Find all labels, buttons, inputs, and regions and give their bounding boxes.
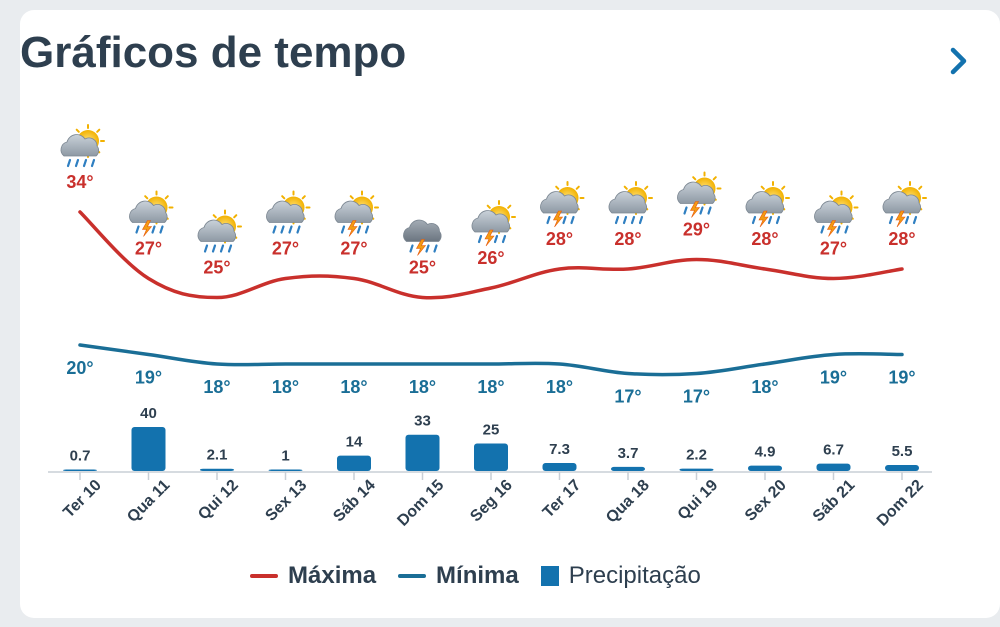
precip-label: 0.7	[70, 448, 91, 465]
sun-cloud-storm-icon	[129, 190, 174, 237]
precip-label: 25	[483, 422, 500, 439]
precip-label: 6.7	[823, 442, 844, 459]
precip-bar	[885, 464, 919, 471]
x-tick-label[interactable]: Qui 19	[675, 477, 722, 524]
precip-label: 5.5	[892, 443, 913, 460]
x-tick-label[interactable]: Qui 12	[195, 477, 242, 524]
series-line-max	[78, 210, 904, 300]
sun-cloud-storm-icon	[334, 190, 379, 237]
sun-cloud-storm-icon	[540, 181, 585, 228]
precip-bar	[63, 469, 97, 471]
precip-bar	[131, 427, 166, 471]
precip-label: 4.9	[755, 444, 776, 461]
min-temp-label: 17°	[683, 387, 710, 407]
precip-label: 2.2	[686, 447, 707, 464]
min-temp-label: 18°	[477, 377, 504, 397]
series-line-min	[78, 343, 904, 377]
max-temp-label: 25°	[203, 258, 230, 278]
x-tick-label[interactable]: Ter 17	[540, 477, 585, 522]
max-temp-label: 27°	[340, 239, 367, 259]
sun-cloud-rain-icon	[60, 124, 105, 168]
sun-cloud-storm-icon	[471, 200, 516, 247]
precip-label: 33	[414, 413, 431, 430]
sun-cloud-rain-icon	[266, 190, 311, 234]
max-temp-label: 25°	[409, 258, 436, 278]
legend-label-min: Mínima	[436, 562, 519, 589]
max-temp-label: 29°	[683, 220, 710, 240]
precip-label: 3.7	[618, 445, 639, 462]
min-temp-label: 19°	[820, 368, 847, 388]
legend-swatch-precip	[540, 566, 559, 586]
min-temp-label: 18°	[340, 377, 367, 397]
page-title: Gráficos de tempo	[20, 28, 407, 77]
legend-label-precip: Precipitação	[568, 562, 701, 589]
max-temp-label: 27°	[272, 239, 299, 259]
x-tick-label[interactable]: Qua 18	[603, 477, 653, 527]
min-temp-label: 20°	[66, 358, 93, 378]
sun-cloud-storm-icon	[745, 181, 790, 228]
x-tick-label[interactable]: Sex 13	[262, 477, 310, 525]
precip-label: 2.1	[207, 447, 228, 464]
x-tick-label[interactable]: Qua 11	[124, 477, 173, 526]
legend-swatch-max	[250, 574, 278, 578]
legend-item-min: Mínima	[398, 562, 519, 590]
precip-bar	[200, 468, 234, 471]
sun-cloud-rain-icon	[608, 181, 653, 225]
precip-bar	[748, 465, 782, 471]
max-temp-label: 28°	[546, 229, 573, 249]
min-temp-label: 18°	[272, 377, 299, 397]
precip-label: 7.3	[549, 441, 570, 458]
x-tick-label[interactable]: Dom 22	[874, 477, 927, 530]
legend-label-max: Máxima	[288, 562, 377, 589]
x-tick-label[interactable]: Dom 15	[394, 477, 447, 530]
precip-label: 14	[346, 434, 363, 451]
x-tick-label[interactable]: Sáb 14	[330, 477, 379, 526]
precip-bar	[611, 466, 645, 471]
precip-bar	[405, 434, 440, 471]
legend-swatch-min	[398, 574, 427, 578]
x-tick-label[interactable]: Seg 16	[467, 477, 516, 526]
x-tick-label[interactable]: Sáb 21	[810, 477, 859, 526]
legend-item-max: Máxima	[250, 562, 376, 590]
max-temp-label: 28°	[751, 229, 778, 249]
max-temp-label: 28°	[888, 229, 915, 249]
legend-item-precip: Precipitação	[540, 562, 701, 590]
precip-bar	[474, 443, 508, 471]
max-temp-label: 27°	[820, 239, 847, 259]
min-temp-label: 19°	[135, 368, 162, 388]
max-temp-label: 26°	[477, 248, 504, 268]
sun-cloud-storm-icon	[677, 171, 722, 218]
precip-bar	[816, 463, 851, 471]
sun-cloud-storm-icon	[814, 190, 859, 237]
chevron-right-icon[interactable]	[948, 44, 970, 78]
sun-cloud-storm-icon	[882, 181, 927, 228]
precip-label: 40	[140, 405, 157, 422]
precip-bar	[268, 469, 303, 471]
min-temp-label: 18°	[409, 377, 436, 397]
precip-label: 1	[281, 448, 289, 465]
precip-bar	[679, 468, 714, 471]
min-temp-label: 19°	[888, 368, 915, 388]
precip-bar	[542, 462, 577, 471]
min-temp-label: 18°	[203, 377, 230, 397]
x-tick-label[interactable]: Sex 20	[742, 477, 790, 525]
max-temp-label: 34°	[66, 172, 93, 192]
min-temp-label: 18°	[546, 377, 573, 397]
weather-chart-card	[20, 10, 1000, 618]
max-temp-label: 28°	[614, 229, 641, 249]
sun-cloud-rain-icon	[197, 209, 242, 253]
chart-legend: Máxima Mínima Precipitação	[250, 560, 701, 592]
max-temp-label: 27°	[135, 239, 162, 259]
min-temp-label: 17°	[614, 387, 641, 407]
cloud-storm-icon	[403, 219, 442, 256]
precip-bar	[337, 455, 371, 471]
min-temp-label: 18°	[751, 377, 778, 397]
x-tick-label[interactable]: Ter 10	[60, 477, 105, 522]
